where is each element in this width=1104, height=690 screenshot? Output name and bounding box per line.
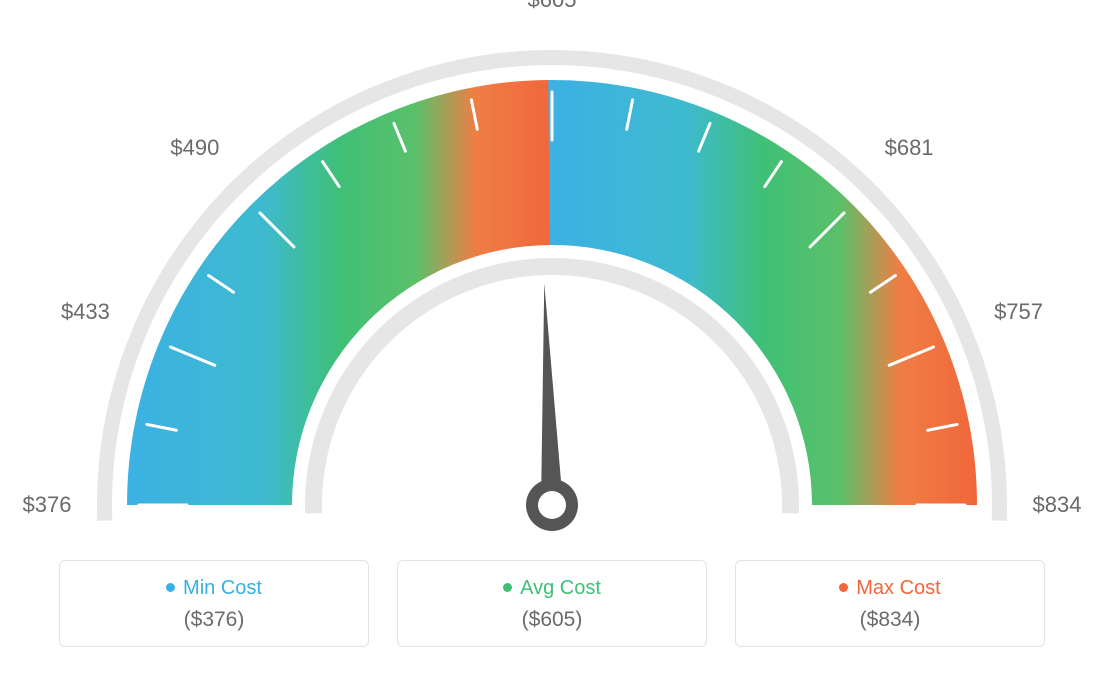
legend-title-max: Max Cost — [736, 577, 1044, 600]
legend-title-text: Max Cost — [856, 577, 940, 599]
legend-value-avg: ($605) — [398, 608, 706, 632]
gauge-tick-label: $376 — [23, 492, 72, 518]
gauge-tick-label: $757 — [994, 299, 1043, 325]
gauge-tick-label: $681 — [885, 135, 934, 161]
legend-card-min: Min Cost ($376) — [59, 560, 369, 647]
dot-icon — [839, 583, 848, 592]
gauge-tick-label: $433 — [61, 299, 110, 325]
legend-value-min: ($376) — [60, 608, 368, 632]
gauge-tick-label: $490 — [170, 135, 219, 161]
gauge-tick-label: $834 — [1033, 492, 1082, 518]
legend-row: Min Cost ($376) Avg Cost ($605) Max Cost… — [0, 560, 1104, 647]
legend-title-text: Avg Cost — [520, 577, 601, 599]
dot-icon — [503, 583, 512, 592]
legend-card-max: Max Cost ($834) — [735, 560, 1045, 647]
legend-value-max: ($834) — [736, 608, 1044, 632]
gauge-tick-label: $605 — [528, 0, 577, 13]
legend-title-avg: Avg Cost — [398, 577, 706, 600]
legend-title-text: Min Cost — [183, 577, 262, 599]
dot-icon — [166, 583, 175, 592]
legend-card-avg: Avg Cost ($605) — [397, 560, 707, 647]
legend-title-min: Min Cost — [60, 577, 368, 600]
gauge-svg — [0, 0, 1104, 560]
cost-gauge-chart: $376 $433 $490 $605 $681 $757 $834 — [0, 0, 1104, 560]
